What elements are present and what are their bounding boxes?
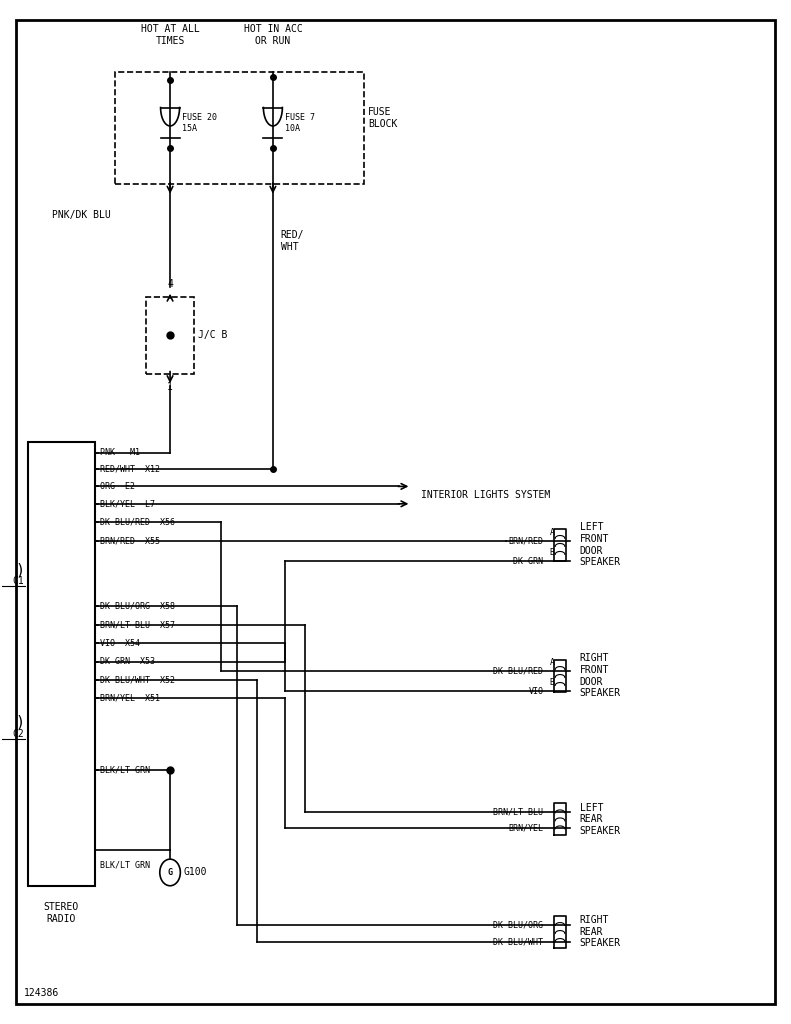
Text: FUSE 20
15A: FUSE 20 15A (182, 114, 217, 132)
Text: HOT AT ALL
TIMES: HOT AT ALL TIMES (141, 25, 199, 46)
Text: ): ) (15, 563, 25, 578)
Text: BRN/LT BLU: BRN/LT BLU (494, 808, 543, 816)
Text: BRN/YEL  X51: BRN/YEL X51 (100, 694, 160, 702)
Text: BRN/RED  X55: BRN/RED X55 (100, 537, 160, 545)
Text: STEREO
RADIO: STEREO RADIO (44, 902, 79, 924)
Text: BLK/LT GRN: BLK/LT GRN (100, 861, 149, 869)
Text: VIO: VIO (528, 687, 543, 695)
Text: 4: 4 (167, 279, 173, 289)
Text: C2: C2 (13, 729, 25, 739)
Text: FUSE 7
10A: FUSE 7 10A (285, 114, 315, 132)
Text: DK BLU/ORG: DK BLU/ORG (494, 921, 543, 929)
Text: LEFT
FRONT
DOOR
SPEAKER: LEFT FRONT DOOR SPEAKER (580, 522, 621, 567)
Text: BLK/LT GRN: BLK/LT GRN (100, 766, 149, 774)
Text: DK GRN: DK GRN (513, 557, 543, 565)
Text: DK BLU/RED: DK BLU/RED (494, 667, 543, 675)
Text: BLK/YEL  L7: BLK/YEL L7 (100, 500, 155, 508)
Text: J/C B: J/C B (198, 331, 227, 340)
Text: ORG  E2: ORG E2 (100, 482, 134, 490)
Text: PNK/DK BLU: PNK/DK BLU (52, 210, 111, 220)
Text: ): ) (15, 715, 25, 729)
Text: DK BLU/RED  X56: DK BLU/RED X56 (100, 518, 175, 526)
Text: BRN/LT BLU  X57: BRN/LT BLU X57 (100, 621, 175, 629)
Text: BRN/YEL: BRN/YEL (509, 824, 543, 833)
Text: B: B (550, 548, 554, 557)
FancyBboxPatch shape (16, 20, 775, 1004)
Text: DK BLU/ORG  X58: DK BLU/ORG X58 (100, 602, 175, 610)
Text: A: A (550, 657, 554, 667)
Text: LEFT
REAR
SPEAKER: LEFT REAR SPEAKER (580, 803, 621, 836)
Text: INTERIOR LIGHTS SYSTEM: INTERIOR LIGHTS SYSTEM (421, 490, 550, 500)
Text: FUSE
BLOCK: FUSE BLOCK (368, 106, 397, 129)
Text: DK BLU/WHT: DK BLU/WHT (494, 938, 543, 946)
Text: DK BLU/WHT  X52: DK BLU/WHT X52 (100, 676, 175, 684)
Text: PNK   M1: PNK M1 (100, 449, 140, 457)
Text: BRN/RED: BRN/RED (509, 537, 543, 545)
Text: VIO  X54: VIO X54 (100, 639, 140, 647)
Text: A: A (550, 527, 554, 537)
Text: RIGHT
FRONT
DOOR
SPEAKER: RIGHT FRONT DOOR SPEAKER (580, 653, 621, 698)
Text: RED/WHT  X12: RED/WHT X12 (100, 465, 160, 473)
Text: G: G (168, 868, 172, 877)
Text: RIGHT
REAR
SPEAKER: RIGHT REAR SPEAKER (580, 915, 621, 948)
Text: 1: 1 (167, 382, 173, 392)
Text: G100: G100 (184, 867, 207, 878)
Text: C1: C1 (13, 575, 25, 586)
Text: RED/
WHT: RED/ WHT (281, 230, 305, 252)
Text: HOT IN ACC
OR RUN: HOT IN ACC OR RUN (244, 25, 302, 46)
Text: 124386: 124386 (24, 988, 59, 998)
Text: DK GRN  X53: DK GRN X53 (100, 657, 155, 666)
Text: B: B (550, 678, 554, 687)
